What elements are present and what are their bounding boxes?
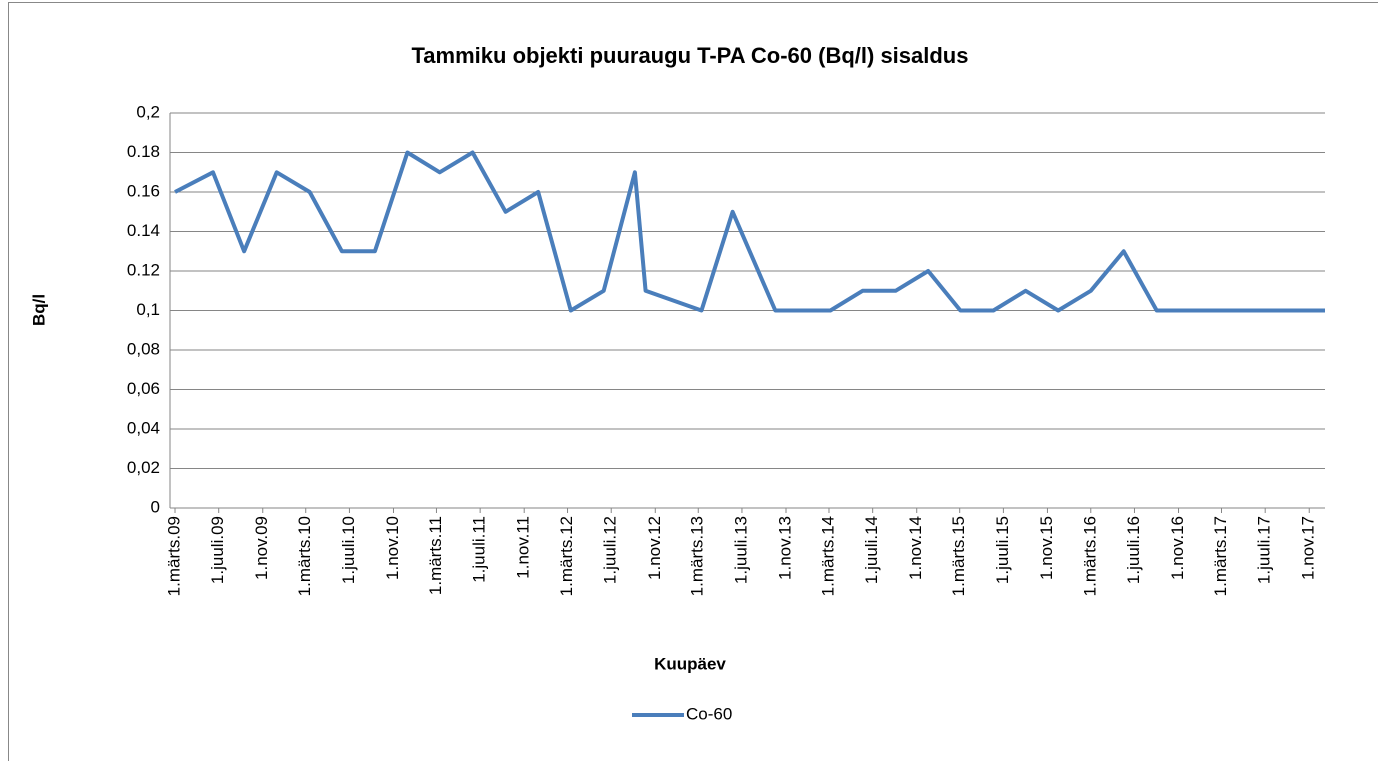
y-tick-label: 0,08 [127,339,160,358]
x-tick-label: 1.juuli.17 [1255,516,1274,584]
x-tick-label: 1.märts.14 [818,516,837,596]
x-tick-label: 1.märts.10 [295,516,314,596]
x-tick-label: 1.nov.11 [514,516,533,579]
y-tick-label: 0.18 [127,142,160,161]
x-axis-label: Kuupäev [654,654,726,673]
x-tick-label: 1.nov.14 [906,516,925,580]
x-tick-label: 1.juuli.11 [470,516,489,583]
x-tick-label: 1.juuli.16 [1124,516,1143,584]
x-tick-label: 1.juuli.15 [993,516,1012,584]
x-tick-label: 1.juuli.09 [208,516,227,584]
x-tick-label: 1.nov.12 [645,516,664,580]
y-tick-label: 0,06 [127,379,160,398]
x-tick-label: 1.nov.16 [1168,516,1187,580]
chart-title: Tammiku objekti puuraugu T-PA Co-60 (Bq/… [412,43,969,68]
x-tick-label: 1.juuli.14 [862,516,881,584]
x-tick-label: 1.nov.17 [1299,516,1318,580]
x-tick-label: 1.märts.11 [426,516,445,595]
x-tick-label: 1.nov.13 [775,516,794,580]
y-tick-label: 0,02 [127,458,160,477]
x-tick-label: 1.märts.13 [688,516,707,596]
x-tick-label: 1.märts.09 [164,516,183,596]
y-axis-label: Bq/l [29,294,48,326]
x-tick-label: 1.nov.09 [252,516,271,580]
x-tick-label: 1.nov.15 [1037,516,1056,580]
x-tick-label: 1.juuli.10 [339,516,358,584]
data-line [174,150,1325,313]
x-tick-label: 1.märts.15 [949,516,968,596]
y-tick-label: 0,1 [136,300,160,319]
x-tick-label: 1.juuli.12 [601,516,620,584]
x-tick-label: 1.juuli.13 [731,516,750,584]
y-tick-label: 0.14 [127,221,160,240]
x-tick-label: 1.märts.17 [1211,516,1230,596]
y-tick-label: 0,04 [127,418,160,437]
chart-border [8,2,1378,761]
x-tick-label: 1.märts.16 [1080,516,1099,596]
legend-label: Co-60 [686,704,732,723]
x-tick-label: 1.märts.12 [557,516,576,596]
x-tick-label: 1.nov.10 [383,516,402,580]
y-tick-label: 0,2 [136,102,160,121]
y-tick-label: 0.16 [127,181,160,200]
y-tick-label: 0.12 [127,260,160,279]
y-tick-label: 0 [151,497,160,516]
